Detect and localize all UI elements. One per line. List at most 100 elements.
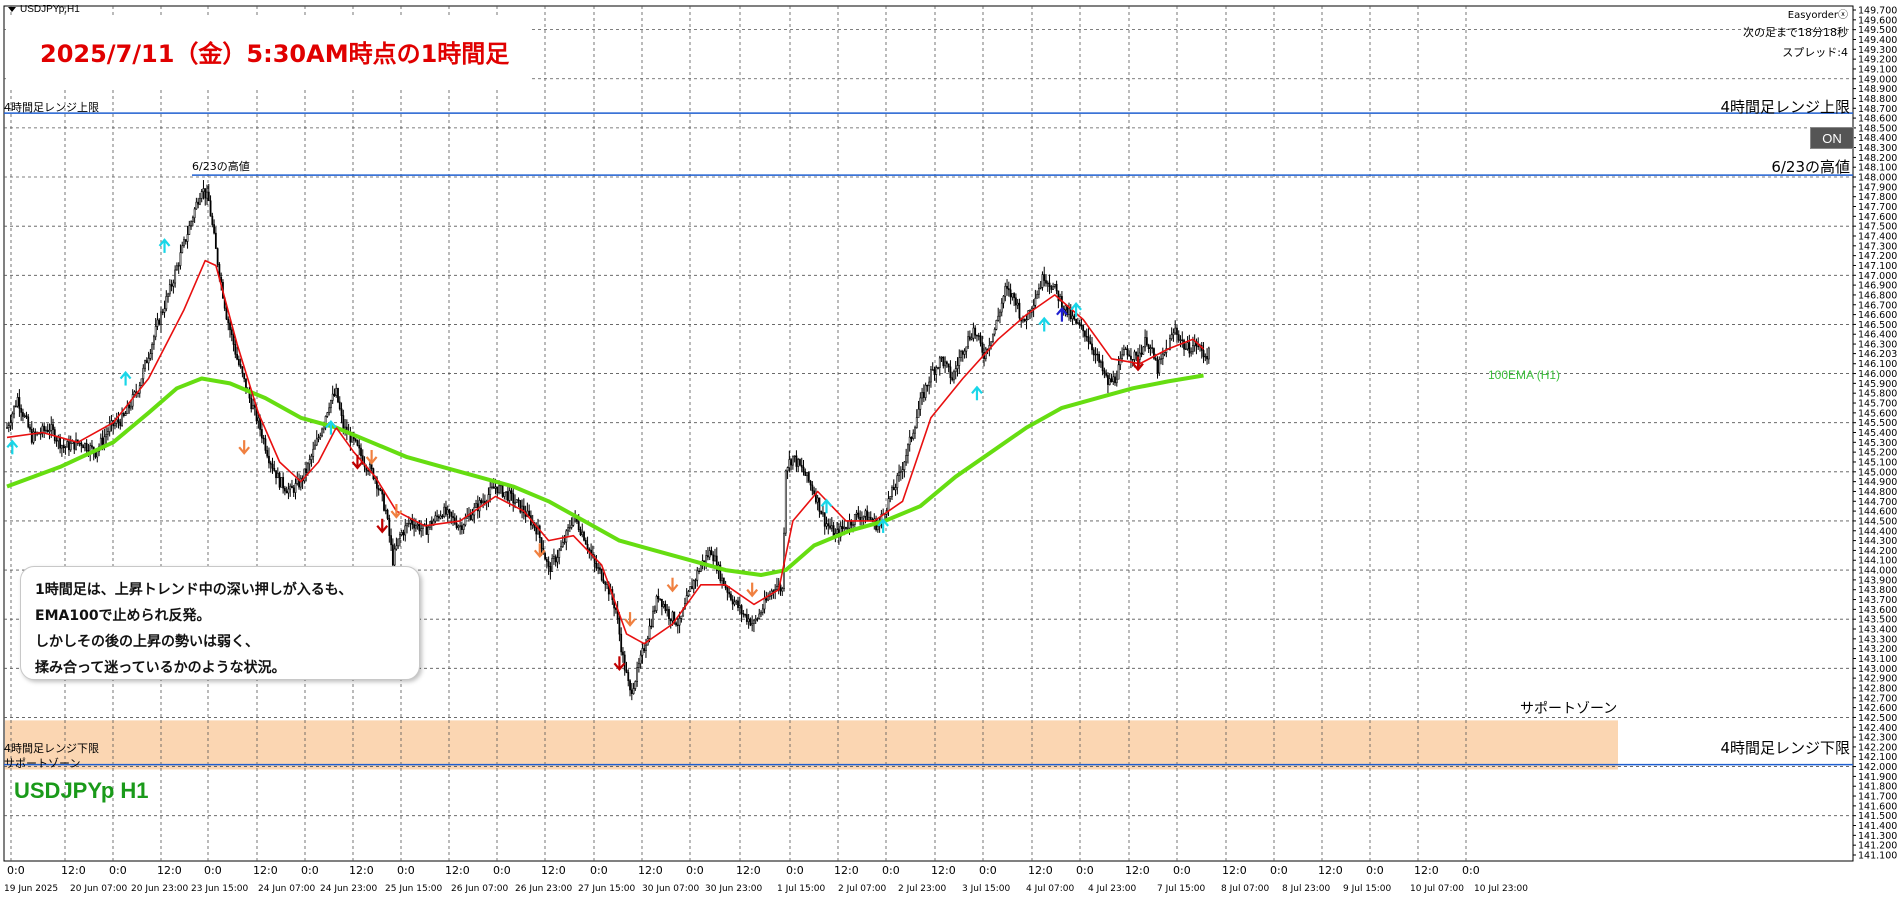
candle-body [482, 500, 485, 504]
time-hour-label: 0:0 [882, 864, 900, 877]
candle-body [16, 397, 19, 407]
candle-body [450, 511, 453, 517]
symbol-dropdown[interactable]: USDJPYp,H1 [8, 4, 80, 15]
candle-body [845, 526, 847, 529]
time-hour-label: 12:0 [1125, 864, 1150, 877]
candle-body [970, 337, 973, 340]
time-date-label: 10 Jul 23:00 [1474, 884, 1528, 894]
candle-body [1181, 339, 1184, 341]
time-date-label: 2 Jul 07:00 [838, 884, 887, 894]
time-hour-label: 0:0 [1270, 864, 1288, 877]
candle-body [862, 515, 865, 519]
candle-body [807, 472, 810, 482]
candle-body [200, 191, 203, 199]
candle-body [1023, 318, 1026, 322]
candle-body [991, 333, 994, 342]
candle-body [905, 455, 908, 463]
candle-body [744, 614, 746, 616]
candle-body [452, 516, 454, 519]
candle-body [1009, 289, 1012, 298]
candle-body [1014, 297, 1017, 306]
candle-body [751, 623, 754, 626]
easyorder-label[interactable]: Easyorderⓧ [1787, 10, 1848, 21]
candle-body [151, 343, 154, 355]
candle-body [1163, 352, 1166, 355]
candle-body [52, 424, 54, 430]
time-date-label: 8 Jul 07:00 [1221, 884, 1270, 894]
candle-body [321, 428, 323, 437]
candle-body [434, 515, 437, 522]
candle-body [186, 234, 189, 242]
price-tick-label: 148.300 [1858, 143, 1897, 154]
candle-body [1078, 322, 1081, 326]
chart-title: 2025/7/11（金）5:30AM時点の1時間足 [6, 18, 530, 90]
candle-body [652, 610, 654, 627]
price-tick-label: 148.000 [1858, 173, 1897, 184]
price-tick-label: 143.600 [1858, 605, 1897, 616]
candle-body [1069, 308, 1072, 320]
candle-body [774, 589, 777, 591]
candle-body [250, 397, 253, 410]
candle-body [1046, 282, 1049, 285]
candle-body [402, 532, 405, 536]
candle-body [861, 517, 863, 521]
candle-body [614, 607, 617, 610]
candle-body [273, 468, 276, 471]
candle-body [25, 415, 28, 418]
price-tick-label: 146.600 [1858, 310, 1897, 321]
time-date-label: 26 Jun 23:00 [515, 884, 572, 894]
candle-body [503, 492, 506, 497]
candle-body [568, 527, 571, 529]
candle-body [174, 269, 177, 284]
candle-body [657, 595, 660, 600]
candle-body [581, 531, 584, 536]
candle-body [216, 248, 219, 265]
candle-body [390, 535, 392, 546]
candle-body [1149, 347, 1152, 349]
candle-body [960, 351, 962, 358]
time-date-label: 7 Jul 15:00 [1157, 884, 1206, 894]
candle-body [804, 471, 807, 476]
candle-body [1099, 361, 1102, 363]
candle-body [907, 444, 909, 456]
candle-body [535, 527, 538, 535]
candle-body [829, 525, 831, 529]
candle-body [23, 415, 26, 417]
candle-body [167, 293, 169, 297]
price-tick-label: 142.000 [1858, 762, 1897, 773]
candle-body [1174, 327, 1177, 334]
candle-body [425, 524, 428, 535]
price-tick-label: 149.400 [1858, 35, 1897, 46]
price-tick-label: 148.100 [1858, 163, 1897, 174]
candle-body [760, 612, 762, 615]
price-tick-label: 147.400 [1858, 231, 1897, 242]
plot-frame [3, 5, 1854, 862]
candle-body [961, 351, 964, 355]
candle-body [342, 415, 345, 430]
candle-body [262, 437, 265, 440]
candle-body [1170, 334, 1173, 339]
ema100-label: 100EMA (H1) [1488, 368, 1561, 382]
time-hour-label: 12:0 [349, 864, 374, 877]
price-tick-label: 141.500 [1858, 811, 1897, 822]
candle-body [811, 484, 814, 492]
candle-body [997, 315, 1000, 321]
candle-body [632, 688, 635, 694]
candle-body [303, 468, 306, 482]
price-tick-label: 141.900 [1858, 772, 1897, 783]
price-tick-label: 145.300 [1858, 438, 1897, 449]
candle-body [448, 509, 451, 513]
candle-body [275, 470, 277, 479]
candle-body [1145, 337, 1148, 346]
high-623-label-left: 6/23の高値 [192, 160, 250, 173]
candle-body [1027, 310, 1030, 320]
arrow-down-icon [613, 656, 626, 672]
candle-body [315, 438, 318, 446]
on-button[interactable]: ON [1810, 127, 1854, 149]
candle-body [27, 416, 30, 428]
price-tick-label: 147.700 [1858, 202, 1897, 213]
candle-body [793, 455, 796, 457]
candle-body [197, 201, 200, 205]
candle-body [462, 524, 465, 530]
